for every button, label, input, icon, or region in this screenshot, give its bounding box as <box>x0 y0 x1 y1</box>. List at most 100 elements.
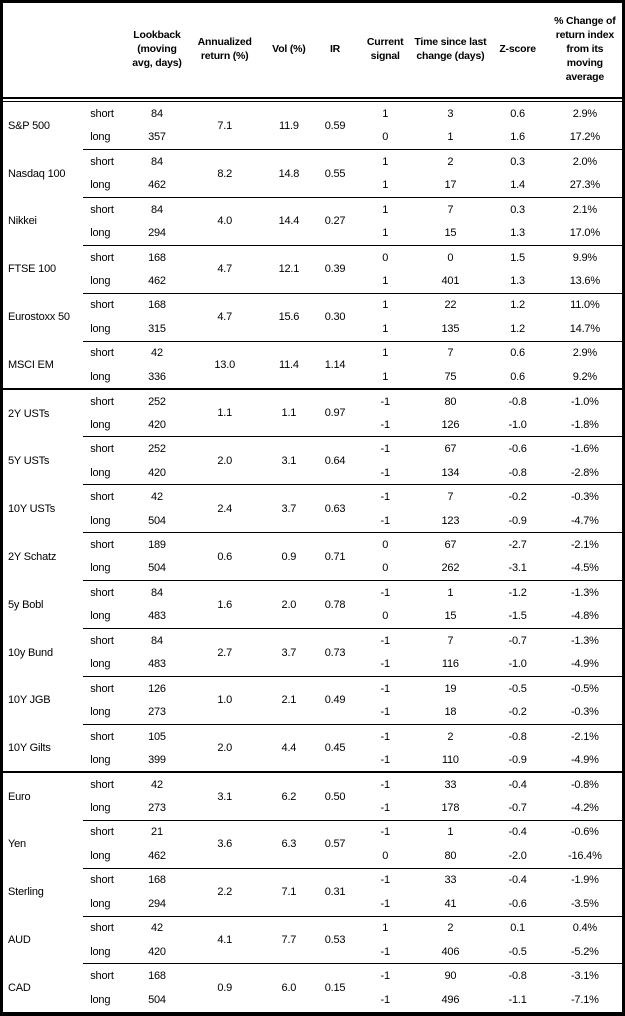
lookback-value: 483 <box>148 610 166 623</box>
pct-change-value: 2.9% <box>547 340 622 366</box>
signal-value: -1 <box>357 484 414 509</box>
horizon-label: long <box>90 275 111 288</box>
time-since-value: 33 <box>413 867 488 893</box>
horizon-label: long <box>90 418 111 431</box>
pct-change-value: 2.1% <box>547 196 622 222</box>
time-since-value: 17 <box>444 179 457 192</box>
pct-change-value: 2.9% <box>572 107 597 120</box>
signal-value: -1 <box>357 580 414 605</box>
annualized-return-value: 2.7 <box>184 628 265 677</box>
asset-name: 10Y Gilts <box>8 741 51 754</box>
lookback-value: 315 <box>148 322 166 335</box>
zscore-value: -1.0 <box>508 418 527 431</box>
header-vol: Vol (%) <box>272 43 306 56</box>
zscore-value: -0.8 <box>487 388 548 414</box>
lookback-value: 504 <box>148 514 166 527</box>
horizon-label: long <box>90 514 111 527</box>
asset-group-cad: CAD short 168 0.9 6.0 0.15 -1 90 -0.8 -3.1% long 50… <box>3 963 622 1012</box>
annualized-return-value: 2.0 <box>184 436 265 485</box>
asset-group-10y-usts: 10Y USTs short 42 2.4 3.7 0.63 -1 7 -0.2 -0.3% lon… <box>3 484 622 533</box>
horizon-label: long <box>90 562 111 575</box>
lookback-value: 42 <box>129 915 185 940</box>
ir-value: 0.30 <box>312 292 358 342</box>
zscore-value: 0.6 <box>510 107 525 120</box>
signal-value: 1 <box>357 149 414 174</box>
lookback-value: 420 <box>148 418 166 431</box>
time-since-value: 496 <box>441 993 460 1006</box>
signal-value: -1 <box>380 753 390 766</box>
horizon-label: long <box>90 897 111 910</box>
ir-value: 0.59 <box>324 119 346 132</box>
asset-name: Eurostoxx 50 <box>8 311 70 324</box>
annualized-return-value: 2.0 <box>184 723 265 773</box>
time-since-value: 19 <box>413 676 488 701</box>
table-header: Lookback (moving avg, days) Annualized r… <box>3 3 622 98</box>
time-since-value: 1 <box>413 580 488 605</box>
pct-change-value: 27.3% <box>569 179 600 192</box>
asset-group-10y-bund: 10y Bund short 84 2.7 3.7 0.73 -1 7 -0.7 -1.3% lon… <box>3 628 622 677</box>
lookback-value: 399 <box>148 753 166 766</box>
lookback-value: 42 <box>129 340 185 366</box>
asset-name: CAD <box>8 981 31 994</box>
pct-change-value: 14.7% <box>569 322 600 335</box>
zscore-value: -0.6 <box>487 436 548 461</box>
horizon-label: short <box>83 963 130 988</box>
asset-group-2y-usts: 2Y USTs short 252 1.1 1.1 0.97 -1 80 -0.8 -1.0% lo… <box>3 388 622 437</box>
header-pct-change: % Change of return index from its moving… <box>554 15 616 83</box>
asset-name: 5y Bobl <box>8 598 44 611</box>
ir-value: 0.49 <box>312 676 358 725</box>
asset-group-ftse-100: FTSE 100 short 168 4.7 12.1 0.39 0 0 1.5 9.9% long… <box>3 244 622 294</box>
header-zscore: Z-score <box>499 43 536 56</box>
time-since-value: 15 <box>444 610 457 623</box>
pct-change-value: 11.0% <box>547 292 622 318</box>
time-since-value: 110 <box>441 753 459 766</box>
vol-value: 6.2 <box>264 771 313 821</box>
time-since-value: 401 <box>441 275 460 288</box>
horizon-label: short <box>83 915 130 940</box>
signal-value: -1 <box>380 514 390 527</box>
zscore-value: -0.8 <box>487 723 548 749</box>
zscore-value: 1.5 <box>487 244 548 270</box>
asset-name: Nasdaq 100 <box>8 167 66 180</box>
zscore-value: -0.4 <box>487 819 548 845</box>
lookback-value: 294 <box>148 897 166 910</box>
lookback-value: 252 <box>129 436 185 461</box>
zscore-value: 0.6 <box>487 340 548 366</box>
asset-group-sterling: Sterling short 168 2.2 7.1 0.31 -1 33 -0.4 -1.9% l… <box>3 867 622 917</box>
asset-name: FTSE 100 <box>8 263 56 276</box>
time-since-value: 1 <box>447 131 454 144</box>
lookback-value: 420 <box>148 466 166 479</box>
horizon-label: long <box>90 945 111 958</box>
ir-value: 0.55 <box>312 149 358 198</box>
zscore-value: -0.2 <box>487 484 548 509</box>
signal-value: -1 <box>380 945 390 958</box>
lookback-value: 168 <box>129 244 185 270</box>
pct-change-value: -4.9% <box>570 658 599 671</box>
zscore-value: -0.9 <box>508 514 527 527</box>
asset-name: 2Y Schatz <box>8 550 57 563</box>
ir-value: 0.53 <box>312 915 358 964</box>
zscore-value: -1.2 <box>487 580 548 605</box>
signal-value: -1 <box>357 771 414 797</box>
vol-value: 3.7 <box>264 628 313 677</box>
time-since-value: 41 <box>444 897 457 910</box>
signal-value: 0 <box>382 562 389 575</box>
vol-value: 7.7 <box>264 915 313 964</box>
horizon-label: short <box>83 244 130 270</box>
header-horizon <box>83 3 129 98</box>
signal-value: -1 <box>380 802 390 814</box>
zscore-value: -0.4 <box>487 867 548 893</box>
signal-value: 1 <box>382 275 389 288</box>
pct-change-value: -4.8% <box>570 610 599 623</box>
pct-change-value: -0.5% <box>547 676 622 701</box>
lookback-value: 294 <box>148 227 166 240</box>
ir-value: 0.50 <box>312 771 358 821</box>
time-since-value: 2 <box>413 723 488 749</box>
ir-value: 0.57 <box>312 819 358 869</box>
asset-name: S&P 500 <box>8 119 50 132</box>
momentum-table: Lookback (moving avg, days) Annualized r… <box>3 3 622 1012</box>
pct-change-value: -1.9% <box>547 867 622 893</box>
horizon-label: short <box>83 676 130 701</box>
lookback-value: 462 <box>148 179 166 192</box>
